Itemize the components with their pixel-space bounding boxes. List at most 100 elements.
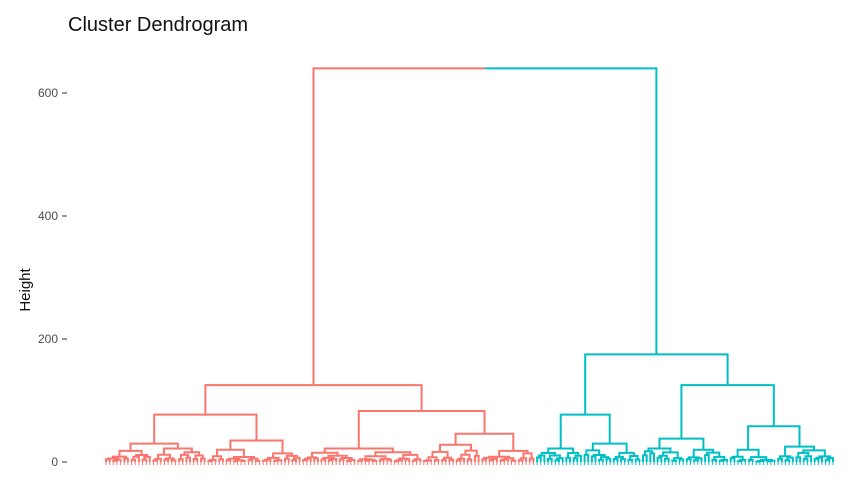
dendrogram-branch-90: [427, 456, 438, 461]
dendrogram-branch-84: [404, 458, 411, 462]
dendrogram-branch-189: [797, 451, 810, 458]
dendrogram-branch-140: [614, 455, 624, 459]
dendrogram-branch-47: [262, 459, 268, 462]
dendrogram-branch-141: [612, 458, 619, 462]
dendrogram-branch-33: [207, 460, 213, 462]
dendrogram-branch-28: [200, 457, 206, 462]
dendrogram-branch-124: [547, 457, 553, 462]
dendrogram-branch-150: [642, 454, 648, 462]
dendrogram-branch-126: [554, 459, 560, 462]
dendrogram-branch-103: [498, 449, 529, 457]
dendrogram-branch-23: [179, 453, 190, 460]
dendrogram-branch-87: [454, 432, 515, 451]
dendrogram-branch-163: [693, 459, 699, 462]
y-tick-label-1: 200: [38, 332, 58, 346]
dendrogram-branch-195: [813, 457, 820, 462]
dendrogram-branch-149: [643, 450, 654, 456]
dendrogram-branch-123: [548, 454, 561, 459]
dendrogram-branch-80: [402, 453, 419, 460]
dendrogram-branch-155: [663, 457, 670, 462]
dendrogram-branch-186: [786, 456, 794, 462]
dendrogram-branch-158: [678, 458, 685, 462]
dendrogram-branch-139: [618, 451, 635, 457]
dendrogram-branch-199: [485, 67, 658, 355]
dendrogram-branch-89: [431, 450, 449, 458]
dendrogram-branch-67: [338, 458, 345, 462]
dendrogram-branch-143: [629, 455, 639, 460]
dendrogram-branch-83: [393, 460, 400, 463]
dendrogram-branch-120: [540, 452, 556, 456]
dendrogram-branch-115: [517, 459, 524, 462]
dendrogram-branch-106: [481, 458, 487, 462]
dendrogram-branch-192: [802, 457, 809, 462]
dendrogram-branch-102: [474, 454, 480, 462]
dendrogram-branch-16: [157, 453, 171, 459]
dendrogram-branch-135: [590, 455, 597, 462]
dendrogram-branch-22: [183, 451, 201, 456]
dendrogram-branch-20: [163, 458, 170, 462]
dendrogram-branch-170: [747, 425, 801, 450]
dendrogram-branch-40: [240, 460, 246, 462]
dendrogram-branch-51: [284, 457, 290, 462]
dendrogram-branch-146: [680, 384, 775, 439]
dendrogram-branch-2: [129, 442, 179, 451]
dendrogram-branch-138: [605, 457, 612, 462]
dendrogram-branch-93: [433, 459, 440, 462]
dendrogram-branch-137: [598, 458, 604, 462]
dendrogram-branch-61: [327, 454, 348, 458]
y-tick-label-3: 600: [38, 86, 58, 100]
dendrogram-branch-14: [141, 458, 148, 462]
dendrogram-branch-169: [718, 459, 725, 462]
dendrogram-branch-101: [466, 458, 473, 462]
dendrogram-branch-37: [225, 459, 232, 462]
dendrogram-branch-78: [379, 458, 385, 462]
dendrogram-branch-152: [662, 451, 679, 459]
dendrogram-branch-30: [216, 448, 245, 457]
dendrogram-branch-185: [777, 457, 783, 462]
y-axis: 0 200 400 600: [38, 86, 67, 469]
dendrogram-branch-116: [528, 457, 535, 462]
dendrogram-branch-157: [671, 459, 677, 462]
dendrogram-branch-118: [559, 413, 611, 449]
dendrogram-branch-122: [536, 456, 542, 462]
dendrogram-branch-6: [105, 458, 111, 462]
dendrogram-branch-42: [247, 458, 254, 462]
dendrogram-branch-133: [583, 453, 590, 462]
dendrogram-branch-127: [567, 452, 580, 458]
dendrogram-branch-154: [656, 456, 663, 462]
y-tick-label-2: 400: [38, 209, 58, 223]
dendrogram-branch-86: [411, 459, 418, 462]
dendrogram-branch-63: [320, 458, 327, 462]
dendrogram-branch-60: [313, 457, 319, 462]
dendrogram-branch-71: [364, 455, 387, 460]
dendrogram-branch-183: [784, 445, 815, 457]
dendrogram-branch-92: [422, 460, 429, 462]
dendrogram-branch-25: [185, 456, 191, 462]
dendrogram-branch-159: [692, 448, 715, 458]
dendrogram-branch-24: [178, 458, 184, 462]
dendrogram-branch-53: [291, 459, 297, 462]
dendrogram-branch-70: [374, 451, 412, 457]
dendrogram-branch-95: [441, 458, 447, 462]
dendrogram-tree: [105, 67, 834, 465]
dendrogram-branch-131: [591, 442, 628, 453]
dendrogram-branch-113: [522, 452, 533, 459]
dendrogram-branch-49: [273, 459, 279, 462]
dendrogram-branch-129: [574, 454, 582, 462]
dendrogram-branch-29: [229, 439, 284, 454]
y-axis-title: Height: [17, 267, 34, 311]
dendrogram-branch-69: [346, 460, 352, 462]
dendrogram-branch-132: [585, 449, 601, 455]
dendrogram-branch-198: [312, 67, 485, 386]
dendrogram-branch-75: [364, 459, 370, 462]
dendrogram-branch-182: [766, 460, 772, 463]
dendrogram-branch-145: [634, 458, 641, 462]
dendrogram-branch-21: [170, 459, 177, 462]
dendrogram-branch-79: [386, 458, 392, 462]
dendrogram-branch-191: [804, 455, 813, 462]
y-tick-label-0: 0: [51, 455, 58, 469]
dendrogram-branch-65: [327, 459, 334, 462]
dendrogram-branch-142: [620, 458, 626, 462]
dendrogram-branch-76: [371, 459, 378, 462]
